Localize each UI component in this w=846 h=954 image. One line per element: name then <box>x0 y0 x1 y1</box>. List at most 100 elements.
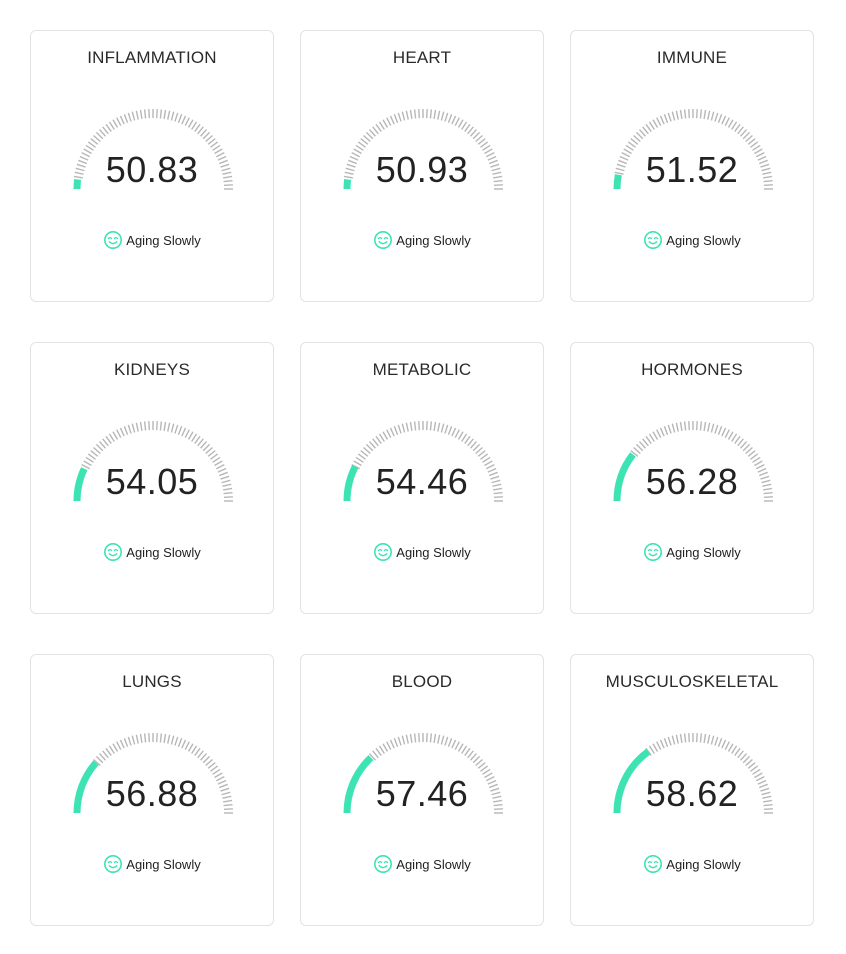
gauge-tick <box>755 464 765 470</box>
gauge-tick <box>472 443 481 452</box>
gauge-tick <box>477 138 486 145</box>
gauge-tick <box>222 795 232 799</box>
gauge-card[interactable]: MUSCULOSKELETAL 58.62 Aging Slowly <box>570 654 814 926</box>
gauge <box>73 733 233 814</box>
gauge-tick <box>679 733 683 743</box>
gauge-tick <box>440 423 445 433</box>
gauge-tick <box>386 429 392 439</box>
gauge-tick <box>710 735 715 745</box>
gauge-tick <box>492 171 502 175</box>
gauge-card[interactable]: BLOOD 57.46 Aging Slowly <box>300 654 544 926</box>
gauge-tick <box>413 421 417 431</box>
gauge-tick <box>389 427 395 437</box>
gauge-card[interactable]: LUNGS 56.88 Aging Slowly <box>30 654 274 926</box>
gauge-tick <box>477 762 486 769</box>
gauge-card[interactable]: IMMUNE 51.52 Aging Slowly <box>570 30 814 302</box>
gauge-tick <box>635 131 644 140</box>
gauge-card[interactable]: HORMONES 56.28 Aging Slowly <box>570 342 814 614</box>
status-label: Aging Slowly <box>666 544 741 560</box>
gauge-tick <box>444 736 449 746</box>
card-title: INFLAMMATION <box>87 48 217 67</box>
gauge-tick <box>202 131 211 140</box>
gauge-fill-arc <box>613 174 622 190</box>
gauge-tick <box>656 429 662 439</box>
gauge-tick <box>429 733 433 743</box>
gauge-fill-arc <box>343 755 374 814</box>
gauge-tick <box>95 443 104 452</box>
gauge-card[interactable]: KIDNEYS 54.05 Aging Slowly <box>30 342 274 614</box>
gauge-tick <box>167 110 171 120</box>
gauge-tick <box>386 741 392 751</box>
gauge-tick <box>163 733 167 743</box>
gauge-tick <box>207 762 216 769</box>
status-badge: Aging Slowly <box>301 230 543 250</box>
gauge <box>613 109 773 190</box>
gauge-tick <box>221 167 231 172</box>
gauge-tick <box>368 753 377 761</box>
gauge-tick <box>223 491 233 495</box>
gauge-tick <box>363 134 371 143</box>
status-badge: Aging Slowly <box>31 542 273 562</box>
gauge-tick <box>742 755 751 764</box>
gauge-tick <box>219 159 228 165</box>
gauge-tick <box>659 427 665 437</box>
smile-icon <box>644 231 663 249</box>
gauge-tick <box>679 109 683 119</box>
gauge-value: 51.52 <box>645 149 739 190</box>
gauge-tick <box>742 131 751 140</box>
gauge-tick <box>467 126 474 135</box>
gauge-tick <box>194 123 201 132</box>
gauge-tick <box>85 456 94 463</box>
gauge-tick <box>485 152 495 158</box>
gauge-tick <box>112 119 119 128</box>
gauge-tick <box>707 734 711 744</box>
gauge-tick <box>472 755 481 764</box>
gauge-tick <box>731 745 738 754</box>
gauge-tick <box>98 129 107 137</box>
gauge-tick <box>727 743 734 752</box>
gauge-tick <box>368 441 377 449</box>
gauge-tick <box>437 734 441 744</box>
gauge-fill-arc <box>343 179 352 190</box>
gauge-tick <box>214 148 223 155</box>
gauge-tick <box>618 159 627 165</box>
gauge-tick <box>159 421 163 431</box>
gauge-tick <box>739 441 748 449</box>
gauge-tick <box>482 144 491 151</box>
gauge-tick <box>671 735 676 745</box>
gauge-tick <box>484 460 493 467</box>
gauge-card[interactable]: HEART 50.93 Aging Slowly <box>300 30 544 302</box>
gauge-tick <box>205 446 213 455</box>
gauge-tick <box>485 776 495 782</box>
gauge-tick <box>372 126 379 135</box>
gauge-tick <box>90 138 99 145</box>
gauge-tick <box>112 431 119 440</box>
gauge-tick <box>217 467 227 473</box>
gauge-tick <box>102 750 109 759</box>
gauge-tick <box>454 741 460 751</box>
gauge-tick <box>108 121 115 130</box>
gauge-tick <box>750 141 759 148</box>
gauge-tick <box>754 460 763 467</box>
gauge-card[interactable]: INFLAMMATION 50.83 Aging Slowly <box>30 30 274 302</box>
gauge-tick <box>710 423 715 433</box>
gauge-tick <box>363 446 371 455</box>
card-title: IMMUNE <box>656 48 728 67</box>
gauge-tick <box>630 138 639 145</box>
gauge-tick <box>214 460 223 467</box>
gauge-tick <box>378 745 385 754</box>
gauge-tick <box>360 138 369 145</box>
gauge-tick <box>652 431 659 440</box>
gauge-tick <box>116 429 122 439</box>
gauge-tick <box>76 163 86 168</box>
gauge-tick <box>493 799 503 803</box>
gauge-tick <box>714 112 719 122</box>
gauge-tick <box>74 171 84 175</box>
gauge-card[interactable]: METABOLIC 54.46 Aging Slowly <box>300 342 544 614</box>
gauge-tick <box>739 753 748 761</box>
gauge-tick <box>747 450 756 457</box>
gauge-tick <box>181 427 187 437</box>
gauge-tick <box>721 427 727 437</box>
gauge-tick <box>131 111 136 121</box>
gauge-tick <box>734 747 741 756</box>
